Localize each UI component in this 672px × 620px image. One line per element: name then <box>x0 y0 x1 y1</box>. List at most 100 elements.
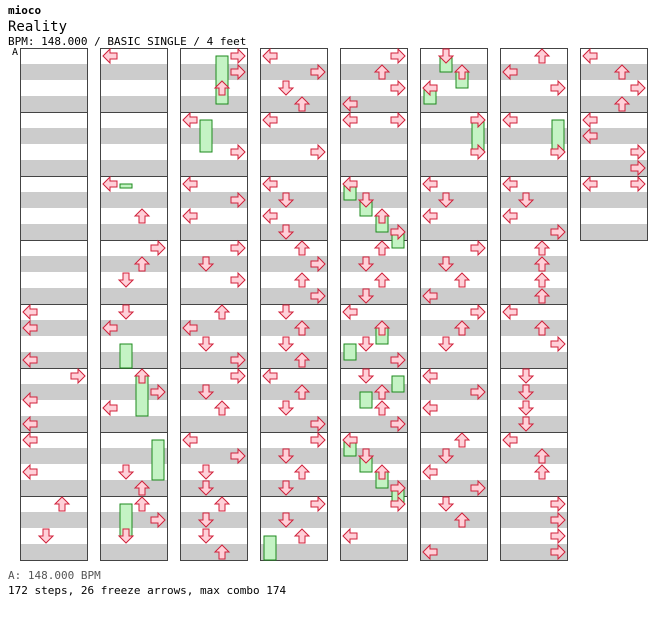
right-arrow-icon <box>470 479 486 497</box>
right-arrow-icon <box>630 143 646 161</box>
beat-stripe <box>580 128 648 144</box>
down-arrow-icon <box>357 368 375 384</box>
left-arrow-icon <box>342 431 358 449</box>
measure-frame <box>420 496 488 561</box>
beat-stripe <box>100 192 168 208</box>
beat-stripe <box>340 448 408 464</box>
left-arrow-icon <box>582 47 598 65</box>
left-arrow-icon <box>22 431 38 449</box>
beat-stripe <box>420 512 488 528</box>
beat-stripe <box>260 192 328 208</box>
beat-stripe <box>420 544 488 560</box>
beat-stripe <box>100 160 168 176</box>
up-arrow-icon <box>373 400 391 416</box>
beat-stripe <box>180 384 248 400</box>
beat-stripe <box>500 128 568 144</box>
up-arrow-icon <box>133 496 151 512</box>
right-arrow-icon <box>550 335 566 353</box>
right-arrow-icon <box>310 431 326 449</box>
right-arrow-icon <box>550 223 566 241</box>
down-arrow-icon <box>357 336 375 352</box>
up-arrow-icon <box>533 448 551 464</box>
right-arrow-icon <box>230 191 246 209</box>
up-arrow-icon <box>373 384 391 400</box>
left-arrow-icon <box>422 175 438 193</box>
beat-stripe <box>20 352 88 368</box>
right-arrow-icon <box>70 367 86 385</box>
right-arrow-icon <box>550 79 566 97</box>
down-arrow-icon <box>357 256 375 272</box>
up-arrow-icon <box>533 464 551 480</box>
beat-stripe <box>20 224 88 240</box>
beat-stripe <box>180 288 248 304</box>
freeze-arrow-body <box>343 343 357 361</box>
down-arrow-icon <box>277 400 295 416</box>
beat-stripe <box>500 320 568 336</box>
beat-stripe <box>420 416 488 432</box>
left-arrow-icon <box>582 127 598 145</box>
left-arrow-icon <box>22 415 38 433</box>
right-arrow-icon <box>390 79 406 97</box>
beat-stripe <box>500 224 568 240</box>
right-arrow-icon <box>310 287 326 305</box>
beat-stripe <box>180 192 248 208</box>
down-arrow-icon <box>437 496 455 512</box>
measure-frame <box>580 176 648 241</box>
left-arrow-icon <box>422 79 438 97</box>
beat-stripe <box>580 192 648 208</box>
left-arrow-icon <box>582 111 598 129</box>
beat-stripe <box>100 64 168 80</box>
beat-stripe <box>420 160 488 176</box>
beat-stripe <box>500 288 568 304</box>
freeze-arrow-body <box>119 343 133 369</box>
down-arrow-icon <box>437 448 455 464</box>
beat-stripe <box>100 224 168 240</box>
right-arrow-icon <box>630 175 646 193</box>
beat-stripe <box>580 224 648 240</box>
measure-frame <box>340 496 408 561</box>
up-arrow-icon <box>213 496 231 512</box>
left-arrow-icon <box>182 207 198 225</box>
down-arrow-icon <box>117 528 135 544</box>
up-arrow-icon <box>293 320 311 336</box>
chart-column <box>580 48 648 241</box>
beat-stripe <box>260 416 328 432</box>
left-arrow-icon <box>422 287 438 305</box>
beat-stripe <box>260 64 328 80</box>
right-arrow-icon <box>310 415 326 433</box>
chart-column <box>260 48 328 561</box>
freeze-arrow-body <box>151 439 165 481</box>
beat-stripe <box>100 320 168 336</box>
down-arrow-icon <box>517 192 535 208</box>
up-arrow-icon <box>453 320 471 336</box>
chart-column <box>180 48 248 561</box>
beat-stripe <box>180 96 248 112</box>
chart-info: BPM: 148.000 / BASIC SINGLE / 4 feet <box>8 35 247 48</box>
right-arrow-icon <box>230 239 246 257</box>
beat-stripe <box>420 288 488 304</box>
beat-stripe <box>340 544 408 560</box>
up-arrow-icon <box>213 80 231 96</box>
up-arrow-icon <box>53 496 71 512</box>
beat-stripe <box>420 96 488 112</box>
beat-stripe <box>180 160 248 176</box>
left-arrow-icon <box>582 175 598 193</box>
measure-frame <box>20 496 88 561</box>
up-arrow-icon <box>453 512 471 528</box>
beat-stripe <box>340 256 408 272</box>
left-arrow-icon <box>502 111 518 129</box>
down-arrow-icon <box>357 448 375 464</box>
beat-stripe <box>580 96 648 112</box>
beat-stripe <box>500 64 568 80</box>
beat-stripe <box>20 384 88 400</box>
beat-stripe <box>580 160 648 176</box>
beat-stripe <box>260 320 328 336</box>
beat-stripe <box>100 448 168 464</box>
down-arrow-icon <box>277 192 295 208</box>
left-arrow-icon <box>262 111 278 129</box>
beat-stripe <box>180 512 248 528</box>
right-arrow-icon <box>550 495 566 513</box>
up-arrow-icon <box>533 320 551 336</box>
measure-frame <box>180 496 248 561</box>
up-arrow-icon <box>533 256 551 272</box>
